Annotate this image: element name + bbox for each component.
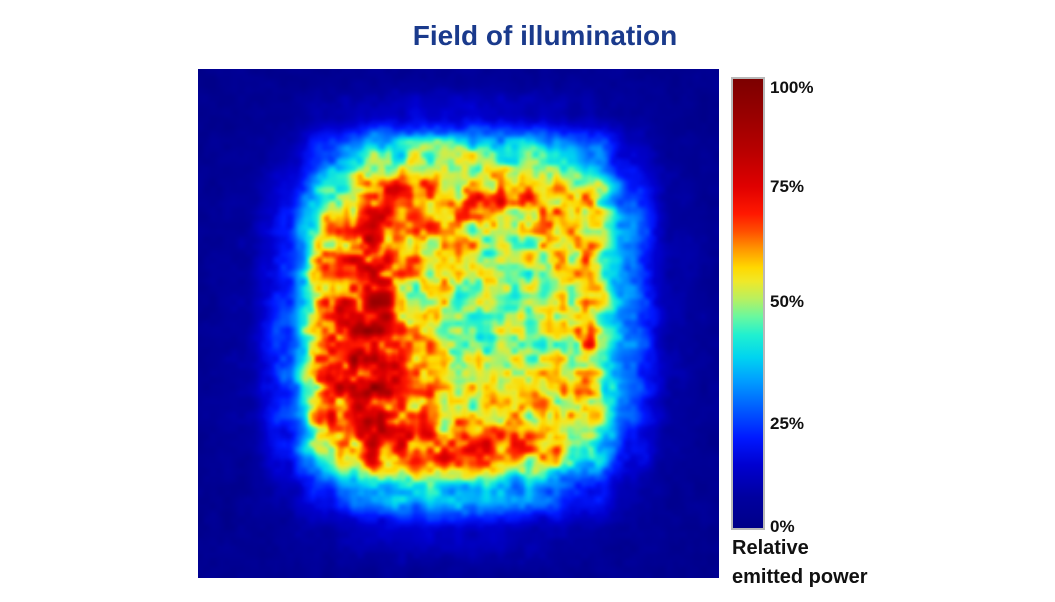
colorbar-caption: Relative emitted power [732,534,932,592]
colorbar-tick-label: 25% [770,414,805,433]
figure-title: Field of illumination [412,20,678,51]
colorbar-gradient [733,79,763,528]
colorbar-tick-label: 50% [770,292,805,312]
colorbar [731,77,765,530]
colorbar-tick-label: 100% [770,77,814,97]
colorbar-caption-line2: emitted power [732,566,868,588]
colorbar-tick-label: 75% [770,177,805,197]
colorbar-caption-line1: Relative [732,537,809,559]
illumination-heatmap [198,69,719,578]
